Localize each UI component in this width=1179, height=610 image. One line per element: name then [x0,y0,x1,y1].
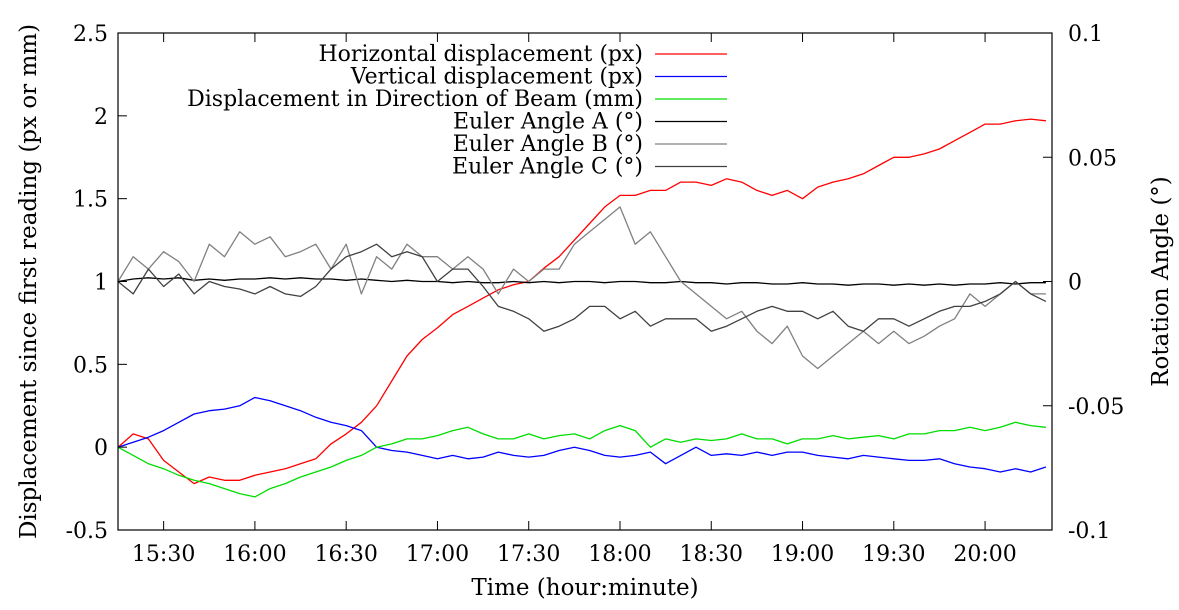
x-tick-label: 18:30 [680,542,743,567]
x-axis-title: Time (hour:minute) [471,575,698,601]
series-line-1 [117,118,1046,485]
legend-label: Euler Angle C (°) [452,155,643,180]
y-left-tick-label: 0.5 [73,353,108,378]
y-right-tick-label: -0.1 [1068,519,1110,544]
y-right-tick-label: 0 [1068,271,1082,296]
y-axis-title-left: Displacement since first reading (px or … [16,24,42,539]
y-right-tick-label: 0.05 [1068,146,1117,171]
legend-label: Displacement in Direction of Beam (mm) [187,87,643,112]
y-left-tick-label: 2.5 [73,22,108,47]
ticks-layer: -0.5 0 0.5 1 1.5 2 2.5 -0.1 -0.05 0 0.05 0.1 15:30 16… [66,22,1125,567]
x-tick-label: 20:00 [953,542,1016,567]
x-tick-label: 16:00 [223,542,286,567]
x-tick-label: 18:00 [588,542,651,567]
y-left-tick-label: 2 [94,105,108,130]
y-left-tick-label: -0.5 [66,519,108,544]
legend-label: Vertical displacement (px) [350,65,643,90]
x-tick-label: 15:30 [132,542,195,567]
series-line-2 [117,396,1047,473]
y-left-tick-label: 1.5 [73,188,108,213]
series-line-3 [117,421,1046,498]
y-right-tick-label: -0.05 [1068,395,1124,420]
legend: Horizontal displacement (px)Vertical dis… [187,42,727,180]
series-layer [117,118,1047,498]
series-line-4 [117,277,1046,286]
series-line-6 [117,243,1047,332]
y-axis-title-right: Rotation Angle (°) [1148,176,1174,387]
x-tick-label: 17:00 [406,542,469,567]
legend-label: Horizontal displacement (px) [319,42,644,67]
series-line-5 [117,206,1046,370]
x-tick-label: 17:30 [497,542,560,567]
x-tick-label: 19:00 [771,542,834,567]
x-tick-label: 19:30 [862,542,925,567]
y-right-tick-label: 0.1 [1068,22,1103,47]
y-left-tick-label: 1 [94,271,108,296]
legend-label: Euler Angle A (°) [453,110,643,135]
y-left-tick-label: 0 [94,436,108,461]
legend-label: Euler Angle B (°) [453,132,643,157]
x-tick-label: 16:30 [314,542,377,567]
